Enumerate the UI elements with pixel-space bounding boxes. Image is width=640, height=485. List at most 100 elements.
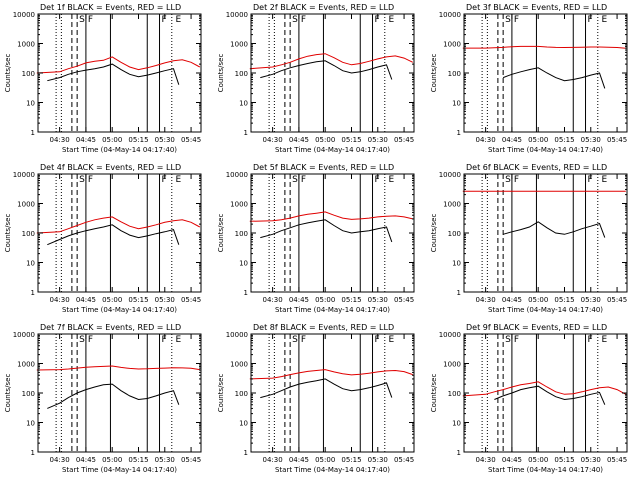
x-tick-label: 04:45 [289, 456, 309, 464]
lld-series-line [462, 381, 627, 397]
event-marker-label: F [375, 335, 380, 345]
x-tick-label: 05:15 [341, 136, 361, 144]
y-tick-label: 1 [457, 449, 461, 457]
x-tick-label: 05:00 [315, 456, 335, 464]
event-marker-label: E [389, 335, 395, 345]
lld-series-line [249, 211, 413, 222]
x-tick-label: 05:00 [102, 456, 122, 464]
x-tick-label: 05:15 [341, 456, 361, 464]
x-tick-label: 04:45 [502, 456, 522, 464]
x-tick-label: 04:30 [476, 136, 496, 144]
x-tick-label: 04:45 [502, 296, 522, 304]
panel-title: Det 8f BLACK = Events, RED = LLD [253, 323, 394, 332]
event-marker-label: F [301, 15, 306, 25]
event-marker-label: F [88, 335, 93, 345]
y-tick-label: 10 [452, 420, 461, 428]
x-tick-label: 04:30 [50, 136, 70, 144]
x-axis-label: Start Time (04-May-14 04:17:40) [488, 146, 603, 154]
event-marker-label: E [176, 335, 182, 345]
y-tick-label: 100 [22, 70, 35, 78]
event-marker-label: F [162, 335, 167, 345]
x-tick-label: 05:15 [554, 296, 574, 304]
event-marker-label: S [505, 15, 511, 25]
y-tick-label: 10 [239, 420, 248, 428]
y-tick-label: 100 [22, 390, 35, 398]
events-series-line [494, 385, 606, 405]
y-tick-label: 1000 [230, 41, 248, 49]
y-tick-label: 100 [448, 70, 461, 78]
events-series-line [47, 224, 180, 246]
y-tick-label: 100 [235, 390, 248, 398]
y-tick-label: 10000 [226, 171, 248, 179]
panel-title: Det 2f BLACK = Events, RED = LLD [253, 3, 394, 12]
y-tick-label: 10000 [226, 11, 248, 19]
event-marker-label: S [79, 175, 85, 185]
x-tick-label: 04:45 [502, 136, 522, 144]
lld-series-line [249, 53, 414, 70]
events-series-line [502, 221, 606, 238]
panel-title: Det 5f BLACK = Events, RED = LLD [253, 163, 394, 172]
x-tick-label: 05:30 [581, 456, 601, 464]
x-tick-label: 05:30 [155, 456, 175, 464]
event-marker-label: F [514, 15, 519, 25]
panel-title: Det 9f BLACK = Events, RED = LLD [466, 323, 607, 332]
y-tick-label: 10 [452, 100, 461, 108]
y-tick-label: 100 [22, 230, 35, 238]
x-tick-label: 04:45 [76, 136, 96, 144]
x-tick-label: 04:30 [50, 456, 70, 464]
y-tick-label: 10000 [439, 171, 461, 179]
event-marker-label: S [79, 15, 85, 25]
event-marker-label: E [176, 175, 182, 185]
x-tick-label: 05:45 [607, 136, 627, 144]
x-tick-label: 05:30 [368, 456, 388, 464]
x-tick-label: 05:30 [368, 136, 388, 144]
x-tick-label: 05:15 [128, 456, 148, 464]
x-tick-label: 05:45 [181, 456, 201, 464]
x-tick-label: 04:30 [263, 296, 283, 304]
y-axis-label: Counts/sec [430, 54, 438, 93]
event-marker-label: F [588, 175, 593, 185]
event-marker-label: F [162, 175, 167, 185]
x-tick-label: 05:00 [102, 296, 122, 304]
y-tick-label: 1000 [17, 201, 35, 209]
x-tick-label: 05:15 [128, 136, 148, 144]
y-axis-label: Counts/sec [217, 374, 225, 413]
y-tick-label: 10000 [13, 331, 35, 339]
y-axis-label: Counts/sec [4, 374, 12, 413]
x-tick-label: 04:30 [263, 456, 283, 464]
events-series-line [502, 67, 606, 89]
event-marker-label: F [301, 335, 306, 345]
y-axis-label: Counts/sec [4, 54, 12, 93]
x-axis-label: Start Time (04-May-14 04:17:40) [275, 306, 390, 314]
panel-title: Det 4f BLACK = Events, RED = LLD [40, 163, 181, 172]
y-axis-label: Counts/sec [4, 214, 12, 253]
y-tick-label: 10 [452, 260, 461, 268]
x-axis-label: Start Time (04-May-14 04:17:40) [62, 146, 177, 154]
event-marker-label: F [375, 15, 380, 25]
y-axis-label: Counts/sec [430, 214, 438, 253]
y-tick-label: 10000 [13, 171, 35, 179]
x-axis-label: Start Time (04-May-14 04:17:40) [488, 466, 603, 474]
event-marker-label: S [505, 335, 511, 345]
events-series-line [260, 219, 393, 243]
x-tick-label: 05:00 [315, 296, 335, 304]
event-marker-label: F [514, 175, 519, 185]
y-tick-label: 1000 [443, 201, 461, 209]
y-tick-label: 10000 [439, 11, 461, 19]
y-tick-label: 1000 [17, 41, 35, 49]
x-tick-label: 05:45 [394, 296, 414, 304]
event-marker-label: F [88, 175, 93, 185]
y-axis-label: Counts/sec [217, 214, 225, 253]
x-tick-label: 04:45 [289, 296, 309, 304]
x-tick-label: 05:45 [181, 296, 201, 304]
x-tick-label: 05:15 [341, 296, 361, 304]
events-series-line [260, 378, 393, 399]
panel-title: Det 7f BLACK = Events, RED = LLD [40, 323, 181, 332]
x-tick-label: 05:30 [581, 136, 601, 144]
y-tick-label: 100 [448, 390, 461, 398]
